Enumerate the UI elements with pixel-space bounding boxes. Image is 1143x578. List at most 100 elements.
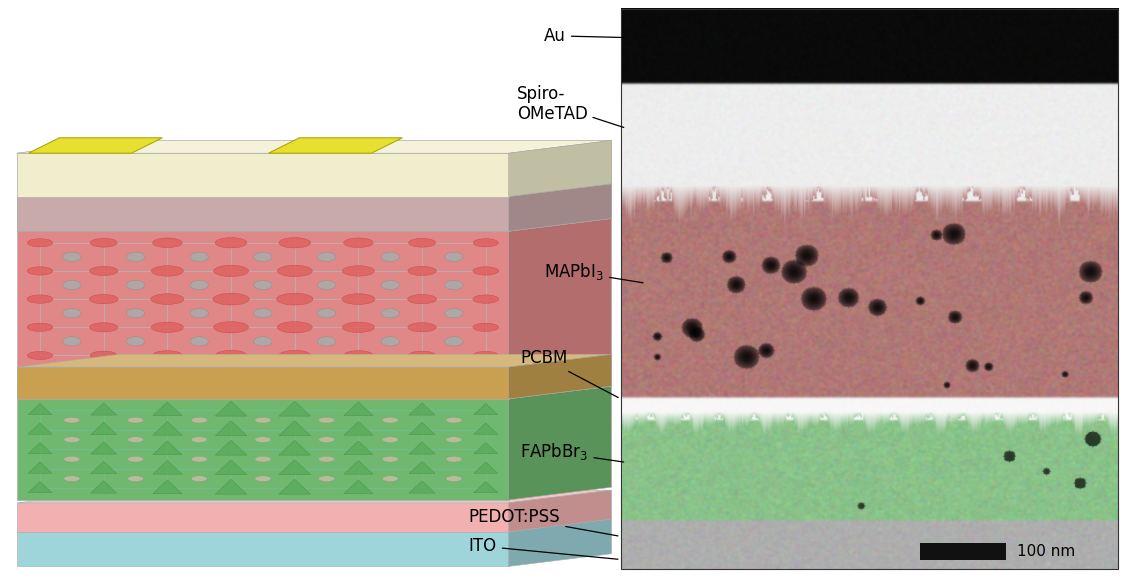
Ellipse shape (89, 323, 118, 332)
Ellipse shape (255, 476, 271, 481)
Polygon shape (509, 386, 612, 500)
Polygon shape (474, 462, 497, 473)
Polygon shape (509, 490, 612, 532)
Polygon shape (17, 367, 509, 399)
Polygon shape (153, 461, 182, 474)
Ellipse shape (90, 238, 118, 247)
Polygon shape (279, 440, 311, 455)
Ellipse shape (215, 350, 247, 361)
Polygon shape (17, 519, 612, 532)
Polygon shape (474, 481, 497, 492)
Circle shape (63, 337, 81, 346)
Polygon shape (409, 423, 435, 435)
Polygon shape (153, 421, 182, 435)
Circle shape (318, 337, 336, 346)
Polygon shape (17, 140, 612, 153)
Ellipse shape (382, 417, 398, 423)
Polygon shape (17, 399, 509, 500)
Ellipse shape (279, 350, 311, 361)
Polygon shape (90, 442, 117, 454)
Ellipse shape (128, 456, 144, 462)
Ellipse shape (343, 322, 375, 332)
Ellipse shape (151, 294, 184, 305)
Polygon shape (17, 184, 612, 197)
Polygon shape (17, 153, 509, 197)
Text: Spiro-
OMeTAD: Spiro- OMeTAD (517, 84, 624, 128)
Polygon shape (153, 480, 182, 494)
Circle shape (63, 280, 81, 290)
Polygon shape (90, 403, 117, 415)
Polygon shape (17, 197, 509, 231)
Polygon shape (215, 479, 247, 494)
Ellipse shape (408, 238, 435, 247)
Ellipse shape (255, 437, 271, 443)
Text: MAPbI$_3$: MAPbI$_3$ (544, 261, 644, 283)
Polygon shape (409, 461, 435, 473)
Ellipse shape (64, 476, 80, 481)
Ellipse shape (89, 266, 118, 276)
Ellipse shape (319, 476, 335, 481)
Ellipse shape (191, 437, 207, 443)
Ellipse shape (213, 293, 249, 305)
Ellipse shape (151, 322, 183, 332)
Ellipse shape (473, 323, 498, 331)
Polygon shape (17, 354, 612, 367)
Circle shape (381, 280, 399, 290)
Circle shape (254, 280, 272, 290)
Ellipse shape (27, 239, 53, 247)
Circle shape (190, 337, 208, 346)
Ellipse shape (408, 351, 435, 360)
Polygon shape (279, 460, 311, 475)
Polygon shape (29, 138, 162, 153)
Ellipse shape (278, 321, 312, 333)
Ellipse shape (128, 476, 144, 481)
Polygon shape (215, 401, 247, 416)
Ellipse shape (191, 456, 207, 462)
Polygon shape (17, 386, 612, 399)
Text: ITO: ITO (469, 537, 618, 560)
Text: Au: Au (544, 27, 624, 45)
Circle shape (254, 337, 272, 346)
Ellipse shape (214, 265, 248, 277)
Ellipse shape (27, 323, 53, 331)
Ellipse shape (343, 266, 375, 276)
Polygon shape (29, 462, 51, 473)
Polygon shape (215, 440, 247, 455)
Circle shape (127, 280, 145, 290)
Polygon shape (509, 519, 612, 566)
Circle shape (445, 252, 463, 261)
Polygon shape (17, 354, 612, 367)
Ellipse shape (382, 476, 398, 481)
Polygon shape (17, 231, 509, 367)
Ellipse shape (382, 456, 398, 462)
Polygon shape (344, 402, 373, 416)
Ellipse shape (344, 238, 374, 247)
Polygon shape (29, 481, 51, 492)
Circle shape (63, 252, 81, 261)
Ellipse shape (382, 437, 398, 443)
Polygon shape (344, 461, 373, 474)
Polygon shape (17, 153, 509, 197)
Circle shape (63, 309, 81, 318)
Ellipse shape (319, 437, 335, 443)
Circle shape (254, 252, 272, 261)
Polygon shape (509, 354, 612, 399)
Polygon shape (153, 402, 182, 416)
Ellipse shape (408, 323, 437, 332)
Ellipse shape (446, 437, 462, 443)
Polygon shape (344, 421, 373, 435)
Ellipse shape (278, 265, 312, 277)
Ellipse shape (319, 417, 335, 423)
Text: PCBM: PCBM (520, 349, 618, 398)
Ellipse shape (191, 476, 207, 481)
Polygon shape (17, 184, 612, 197)
Ellipse shape (319, 456, 335, 462)
Polygon shape (279, 479, 311, 494)
Polygon shape (90, 423, 117, 435)
Ellipse shape (64, 417, 80, 423)
Polygon shape (474, 443, 497, 454)
Polygon shape (509, 184, 612, 231)
Ellipse shape (128, 417, 144, 423)
Circle shape (190, 252, 208, 261)
Bar (920, 543, 1006, 560)
